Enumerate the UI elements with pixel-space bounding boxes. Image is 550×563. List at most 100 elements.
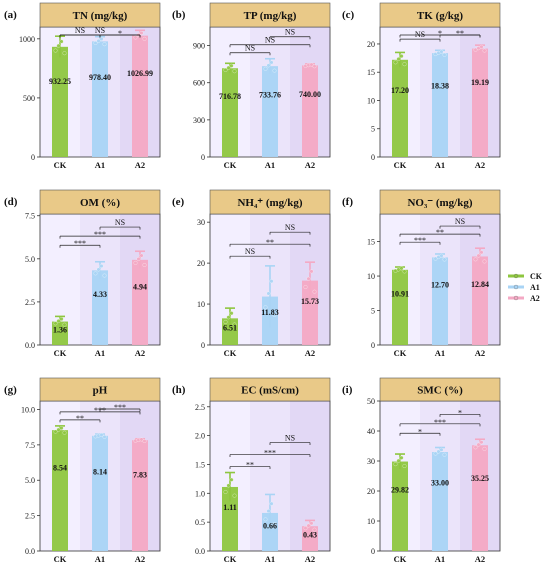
x-tick-label: A2: [135, 554, 145, 563]
panel-header-background: [209, 377, 331, 402]
panel-letter: (a): [4, 9, 17, 21]
data-point: [263, 305, 268, 310]
y-tick-label: 2.5: [25, 298, 35, 307]
panel-header-background: [39, 2, 161, 28]
data-point: [53, 429, 58, 434]
significance-label: *: [418, 427, 422, 436]
chart-panel-1: TN (mg/kg) (a) 0 500 1000 932.25 CK 978.40 A1 102…: [4, 2, 161, 170]
y-tick-label: 0: [371, 153, 375, 162]
data-label: 0.43: [303, 531, 317, 540]
x-tick-label: A2: [305, 160, 315, 170]
x-tick-label: A1: [435, 348, 445, 358]
y-tick-label: 500: [23, 94, 35, 103]
data-point: [102, 42, 107, 47]
significance-label: NS: [245, 44, 255, 53]
panel-header-background: [379, 377, 501, 402]
significance-label: NS: [265, 36, 275, 45]
legend-marker-CK: [513, 273, 519, 279]
chart-panel-8: EC (mS/cm) (h) 0.0 0.5 1.0 1.5 2.0 2.5 1.11 CK 0.6…: [172, 377, 331, 563]
y-tick-label: 20: [367, 40, 375, 49]
data-point: [229, 477, 234, 482]
legend: CK A1 A2: [508, 272, 543, 303]
y-tick-label: 15: [367, 68, 375, 77]
data-point: [102, 434, 107, 439]
data-point: [433, 256, 438, 261]
data-label: 11.83: [261, 308, 279, 317]
y-tick-label: 10: [367, 96, 375, 105]
y-tick-label: 5.0: [25, 255, 35, 264]
data-point: [269, 60, 274, 65]
data-label: 6.51: [223, 323, 237, 332]
bar-A1: [432, 452, 448, 551]
data-point: [226, 315, 231, 320]
significance-label: NS: [285, 434, 295, 443]
data-point: [303, 285, 308, 290]
x-tick-label: CK: [54, 554, 67, 563]
data-point: [139, 437, 144, 442]
data-point: [232, 322, 237, 327]
panel-letter: (c): [342, 9, 355, 21]
data-point: [309, 269, 314, 274]
y-tick-label: 10: [197, 300, 205, 309]
significance-label: ***: [434, 418, 446, 427]
y-tick-label: 30: [197, 218, 205, 227]
x-tick-label: A2: [475, 554, 485, 563]
data-point: [433, 451, 438, 456]
chart-panel-9: SMC (%) (i) 0 10 20 30 40 50 29.82 CK 33.00 A1 35.25…: [342, 377, 501, 563]
data-point: [272, 522, 277, 526]
data-point: [402, 269, 407, 274]
data-point: [482, 259, 487, 264]
significance-label: NS: [245, 247, 255, 256]
data-point: [436, 449, 441, 454]
data-point: [439, 49, 444, 54]
y-tick-label: 0: [31, 153, 35, 162]
significance-label: *: [458, 408, 462, 417]
y-tick-label: 1.5: [195, 460, 205, 469]
data-point: [312, 64, 317, 69]
data-label: 0.66: [263, 521, 277, 530]
data-label: 33.00: [431, 479, 449, 488]
data-point: [59, 426, 64, 430]
y-tick-label: 10.0: [21, 405, 35, 414]
significance-label: ***: [94, 230, 106, 239]
bar-A1: [92, 270, 108, 345]
data-label: 4.94: [133, 282, 147, 291]
data-point: [229, 63, 234, 68]
data-label: 29.82: [391, 485, 409, 494]
x-tick-label: CK: [224, 160, 237, 170]
y-tick-label: 0.0: [25, 341, 35, 350]
bar-A2: [472, 48, 488, 157]
data-point: [476, 253, 481, 258]
data-point: [312, 527, 317, 532]
data-point: [99, 37, 104, 41]
bar-A1: [432, 53, 448, 157]
legend-label-A1: A1: [530, 283, 540, 292]
x-tick-label: A1: [435, 160, 445, 170]
data-label: 932.25: [49, 77, 71, 86]
x-tick-label: CK: [394, 160, 407, 170]
y-tick-label: 7.5: [25, 441, 35, 450]
x-tick-label: A1: [95, 554, 105, 563]
significance-label: ***: [94, 406, 106, 415]
data-label: 7.83: [133, 470, 147, 479]
data-point: [226, 483, 231, 488]
data-point: [263, 66, 268, 71]
x-tick-label: A2: [475, 348, 485, 358]
y-tick-label: 5: [371, 125, 375, 134]
panel-header-background: [209, 2, 331, 28]
panel-letter: (e): [172, 196, 185, 208]
x-tick-label: A1: [95, 160, 105, 170]
y-tick-label: 40: [367, 427, 375, 436]
bar-CK: [52, 321, 68, 345]
data-label: 978.40: [89, 73, 111, 82]
data-point: [442, 452, 447, 457]
data-point: [62, 51, 67, 56]
data-point: [399, 455, 404, 460]
bar-CK: [222, 68, 238, 157]
panel-header-background: [379, 2, 501, 28]
bar-CK: [52, 430, 68, 551]
significance-label: ***: [414, 236, 426, 245]
bar-A2: [302, 65, 318, 157]
significance-label: ***: [114, 403, 126, 412]
panel-title: TK (g/kg): [417, 10, 463, 22]
